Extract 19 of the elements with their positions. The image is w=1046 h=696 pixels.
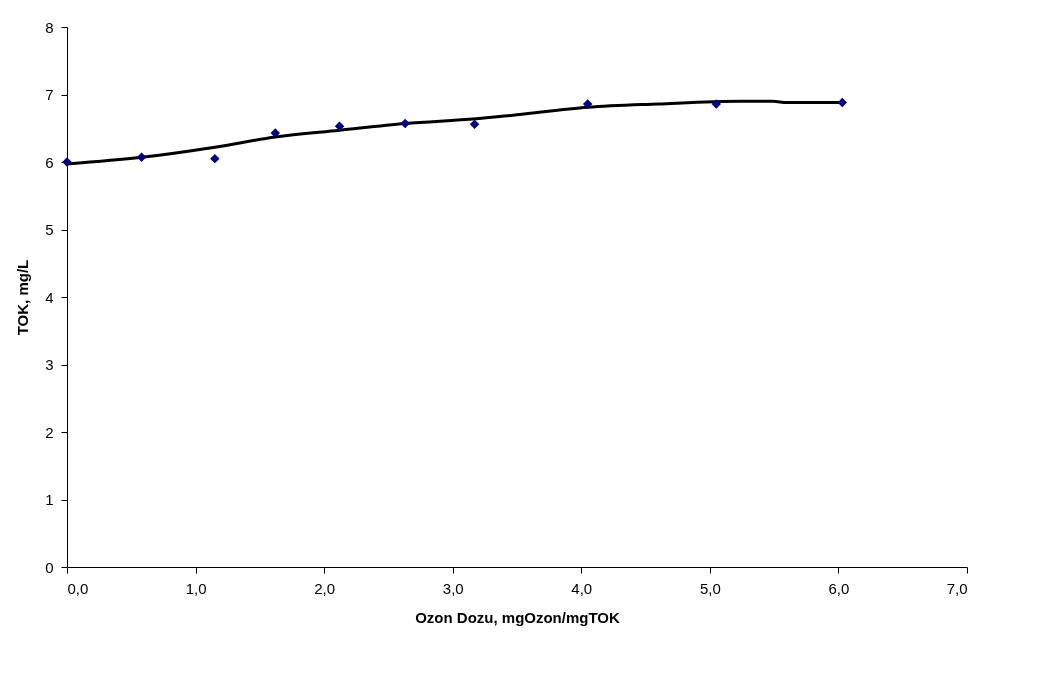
y-tick-label: 0 <box>45 558 54 576</box>
y-tick-label: 2 <box>45 423 54 441</box>
x-tick-label: 2,0 <box>314 579 336 597</box>
x-axis-title: Ozon Dozu, mgOzon/mgTOK <box>415 608 621 626</box>
y-tick-label: 1 <box>45 491 54 508</box>
x-tick-label: 4,0 <box>571 579 593 597</box>
y-tick-label: 7 <box>45 86 54 103</box>
y-tick-label: 3 <box>45 356 54 373</box>
x-tick-label: 7,0 <box>946 579 968 597</box>
x-tick-label: 6,0 <box>828 579 850 597</box>
y-tick-label: 6 <box>45 153 54 171</box>
x-tick-label: 5,0 <box>699 579 721 597</box>
y-tick-label: 4 <box>45 288 54 306</box>
y-axis-title: TOK, mg/L <box>14 259 32 336</box>
x-tick-label: 3,0 <box>442 579 464 597</box>
x-tick-label: 0,0 <box>67 579 89 597</box>
y-tick-label: 5 <box>45 221 54 238</box>
y-tick-label: 8 <box>45 18 54 36</box>
x-tick-label: 1,0 <box>185 579 207 597</box>
